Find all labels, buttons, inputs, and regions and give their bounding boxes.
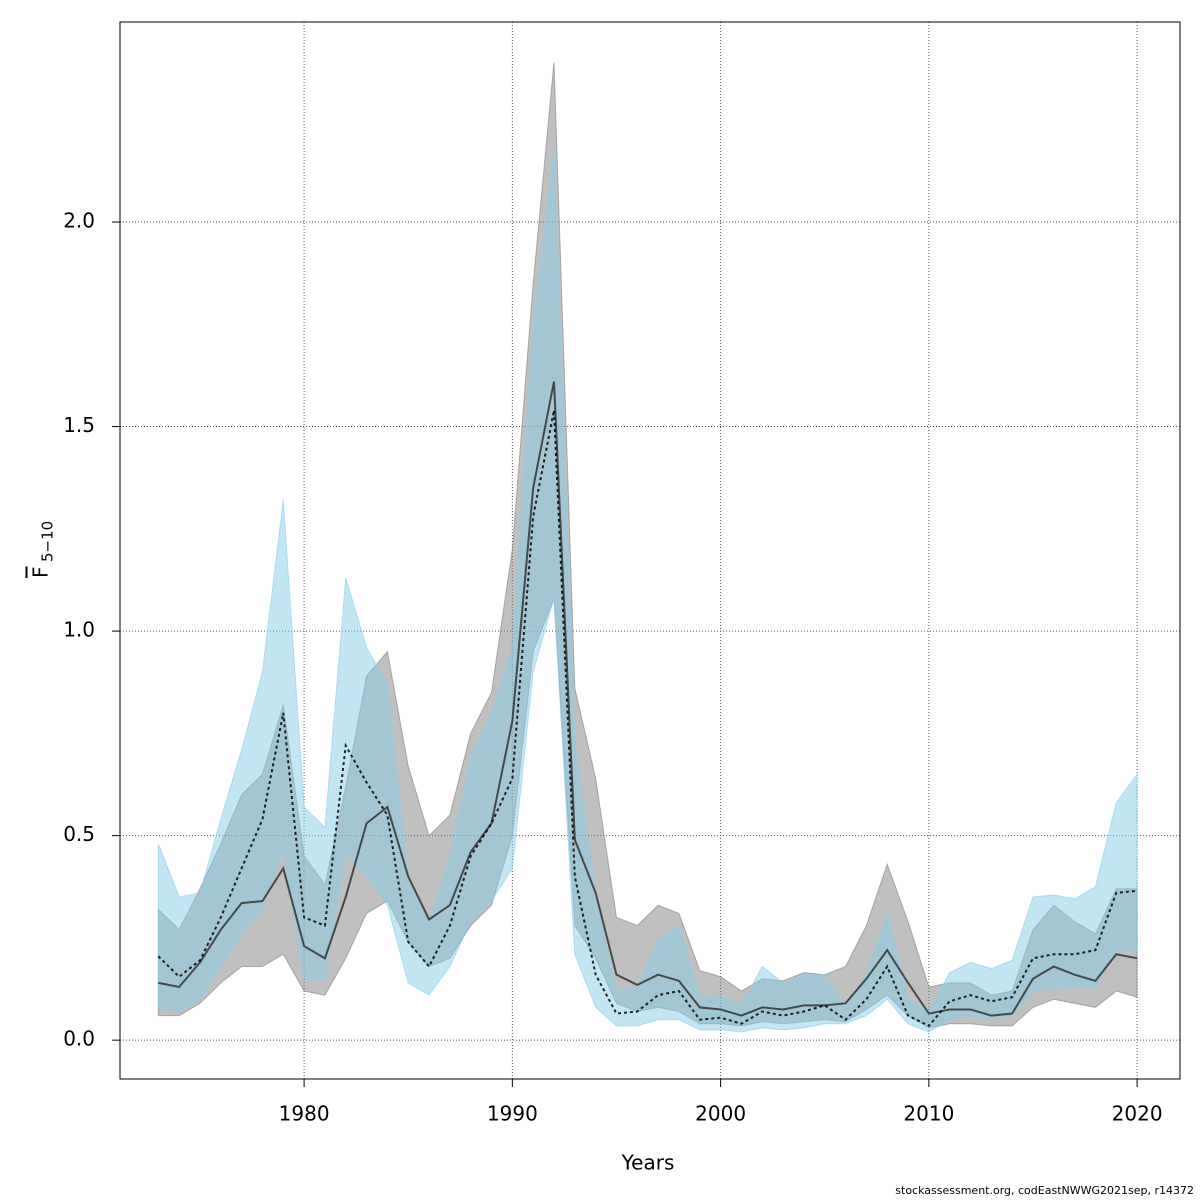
plot-frame — [119, 21, 1181, 1080]
x-tick-label: 2020 — [1112, 1102, 1163, 1126]
y-tick-label: 1.0 — [63, 618, 95, 642]
x-tick-label: 2000 — [695, 1102, 746, 1126]
y-axis-label-sub: 5−10 — [39, 521, 57, 562]
footer: stockassessment.org, codEastNWWG2021sep,… — [895, 1184, 1194, 1197]
x-tick-label: 1980 — [279, 1102, 330, 1126]
y-tick-label: 2.0 — [63, 209, 95, 233]
line — [158, 381, 1138, 1017]
confidence-band — [157, 148, 1138, 1033]
y-axis-label-main: F — [29, 566, 53, 578]
y-tick-label: 1.5 — [63, 413, 95, 437]
x-tick-label: 1990 — [487, 1102, 538, 1126]
y-tick-label: 0.5 — [63, 822, 95, 846]
x-axis-label: Years — [621, 1151, 675, 1175]
y-axis-label: F 5−10 — [29, 521, 57, 578]
confidence-band — [157, 62, 1138, 1029]
x-tick-label: 2010 — [903, 1102, 954, 1126]
y-tick-label: 0.0 — [63, 1027, 95, 1051]
line — [157, 410, 1138, 1028]
